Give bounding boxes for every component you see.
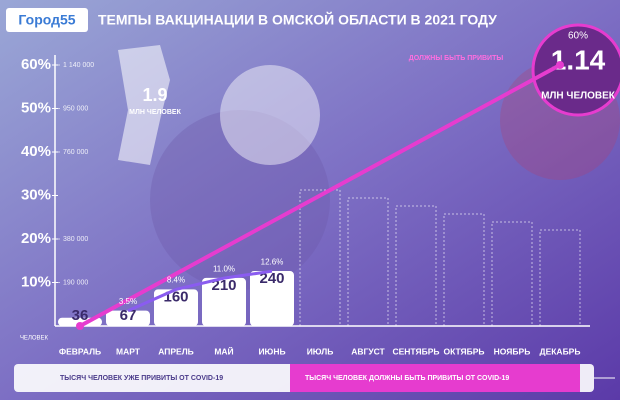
target-percent: 60% [568,31,588,42]
target-value: 1.14 [551,44,606,75]
empty-slot [395,205,437,327]
bar-label: 36 [72,307,89,324]
x-tick-label: ДЕКАБРЬ [540,346,581,356]
empty-slot [539,229,581,327]
empty-slot [299,189,341,327]
bar [202,277,246,326]
legend: ТЫСЯЧ ЧЕЛОВЕК УЖЕ ПРИВИТЫ ОТ COVID-19 ТЫС… [14,364,615,392]
y2-tick-label: 190 000 [63,279,88,286]
bar-label: 240 [259,270,284,287]
bar [250,271,294,326]
x-tick-label: ФЕВРАЛЬ [59,346,101,356]
logo: Город55 [18,12,75,28]
legend-label: ТЫСЯЧ ЧЕЛОВЕК ДОЛЖНЫ БЫТЬ ПРИВИТЫ ОТ COV… [305,375,509,382]
line-point [556,61,564,69]
x-tick-label: АПРЕЛЬ [158,346,194,356]
x-tick-label: СЕНТЯБРЬ [392,346,439,356]
y-tick-label: 20% [21,230,51,247]
target-label: МЛН ЧЕЛОВЕК [541,91,616,102]
line-point [76,322,84,330]
bar-label: 67 [120,307,137,324]
percent-label: 11.0% [213,264,235,273]
population-value: 1.9 [142,85,167,105]
y-tick-label: 10% [21,273,51,290]
y2-tick-label: 760 000 [63,149,88,156]
y-tick-label: 30% [21,186,51,203]
percent-label: 8.4% [167,276,185,285]
line [79,63,561,328]
bar [154,289,198,326]
empty-slot [443,213,485,327]
percent-label: 12.6% [261,257,284,266]
axis-unit: ЧЕЛОВЕК [20,336,49,342]
empty-slot [347,197,389,327]
empty-slot [491,221,533,327]
target-circle [531,23,620,117]
legend-label: ТЫСЯЧ ЧЕЛОВЕК УЖЕ ПРИВИТЫ ОТ COVID-19 [60,375,223,382]
x-tick-label: ОКТЯБРЬ [443,346,484,356]
population-label: МЛН ЧЕЛОВЕК [129,109,181,116]
percent-label: 3.5% [119,297,137,306]
y-tick-label: 50% [21,99,51,116]
chart-title: ТЕМПЫ ВАКЦИНАЦИИ В ОМСКОЙ ОБЛАСТИ В 2021… [98,11,497,28]
region-map [118,45,170,165]
x-tick-label: МАРТ [116,346,141,356]
target-note: ДОЛЖНЫ БЫТЬ ПРИВИТЫ [409,55,504,62]
x-tick-label: ИЮЛЬ [307,346,334,356]
x-tick-label: АВГУСТ [351,346,385,356]
clock-icon [220,65,320,165]
y-tick-label: 60% [21,56,51,73]
y-tick-label: 40% [21,143,51,160]
syringe-fill [290,364,580,392]
x-tick-label: НОЯБРЬ [494,346,531,356]
x-tick-label: ИЮНЬ [258,346,285,356]
bar [106,310,150,326]
logo-box [6,8,88,32]
y2-tick-label: 950 000 [63,105,88,112]
x-tick-label: МАЙ [214,345,233,356]
y2-tick-label: 380 000 [63,236,88,243]
line [127,269,273,313]
y2-tick-label: 1 140 000 [63,62,94,69]
virus-image [150,110,330,290]
